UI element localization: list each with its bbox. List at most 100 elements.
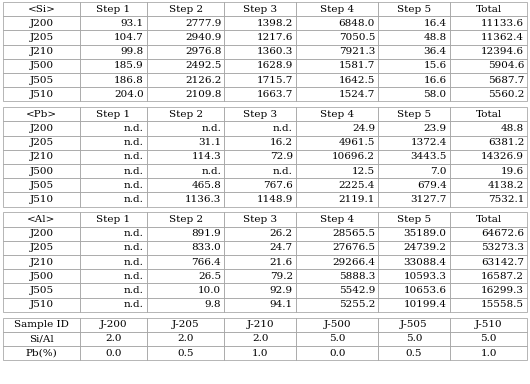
Bar [296,59,378,73]
Bar [147,346,225,360]
Text: n.d.: n.d. [201,124,222,133]
Text: Step 2: Step 2 [169,5,203,13]
Text: 64672.6: 64672.6 [481,229,524,238]
Bar [450,269,527,283]
Text: 99.8: 99.8 [121,47,144,56]
Bar [147,73,225,87]
Bar [450,241,527,255]
Bar [378,136,450,150]
Text: 31.1: 31.1 [198,138,222,147]
Text: 4961.5: 4961.5 [339,138,375,147]
Text: 10696.2: 10696.2 [332,152,375,161]
Text: n.d.: n.d. [273,124,293,133]
Text: n.d.: n.d. [124,258,144,266]
Text: 1642.5: 1642.5 [339,76,375,84]
Text: 2492.5: 2492.5 [185,61,222,70]
Bar [296,298,378,312]
Bar [378,87,450,101]
Bar [147,164,225,178]
Bar [147,269,225,283]
Bar [378,298,450,312]
Text: n.d.: n.d. [124,195,144,204]
Text: 26.2: 26.2 [270,229,293,238]
Text: 2109.8: 2109.8 [185,90,222,99]
Bar [147,298,225,312]
Text: 2.0: 2.0 [178,334,194,343]
Text: 48.8: 48.8 [501,124,524,133]
Bar [80,346,147,360]
Bar [225,136,296,150]
Text: 16299.3: 16299.3 [481,286,524,295]
Text: J205: J205 [29,138,54,147]
Text: J500: J500 [29,167,54,175]
Text: J-205: J-205 [172,320,199,329]
Bar [378,346,450,360]
Bar [225,346,296,360]
Text: 465.8: 465.8 [191,181,222,190]
Bar [3,2,80,16]
Text: J500: J500 [29,61,54,70]
Text: J210: J210 [29,152,54,161]
Text: n.d.: n.d. [124,300,144,309]
Text: n.d.: n.d. [124,272,144,281]
Text: J510: J510 [29,300,54,309]
Text: J200: J200 [29,124,54,133]
Text: 16.2: 16.2 [270,138,293,147]
Bar [296,283,378,298]
Bar [296,136,378,150]
Bar [147,241,225,255]
Bar [296,164,378,178]
Bar [147,332,225,346]
Bar [378,192,450,207]
Text: 0.5: 0.5 [178,349,194,358]
Bar [378,164,450,178]
Bar [225,332,296,346]
Bar [80,87,147,101]
Text: 3127.7: 3127.7 [410,195,447,204]
Bar [225,87,296,101]
Bar [296,107,378,121]
Text: <Pb>: <Pb> [26,110,57,119]
Text: 26.5: 26.5 [198,272,222,281]
Bar [450,59,527,73]
Bar [80,73,147,87]
Text: 5.0: 5.0 [406,334,422,343]
Text: 7.0: 7.0 [430,167,447,175]
Text: 186.8: 186.8 [114,76,144,84]
Text: 28565.5: 28565.5 [332,229,375,238]
Bar [450,346,527,360]
Bar [225,30,296,45]
Text: 5904.6: 5904.6 [488,61,524,70]
Text: 93.1: 93.1 [121,19,144,28]
Text: 3443.5: 3443.5 [410,152,447,161]
Bar [296,318,378,332]
Bar [225,318,296,332]
Bar [3,30,80,45]
Bar [80,150,147,164]
Bar [296,346,378,360]
Bar [3,164,80,178]
Bar [147,45,225,59]
Text: 19.6: 19.6 [501,167,524,175]
Text: Step 2: Step 2 [169,110,203,119]
Text: J205: J205 [29,33,54,42]
Text: 23.9: 23.9 [423,124,447,133]
Bar [3,107,80,121]
Text: 16.4: 16.4 [423,19,447,28]
Bar [450,318,527,332]
Bar [378,59,450,73]
Bar [296,45,378,59]
Text: 12.5: 12.5 [352,167,375,175]
Bar [378,2,450,16]
Text: 104.7: 104.7 [114,33,144,42]
Bar [80,318,147,332]
Bar [80,164,147,178]
Text: J510: J510 [29,195,54,204]
Bar [378,212,450,227]
Bar [80,255,147,269]
Bar [225,150,296,164]
Text: 5.0: 5.0 [329,334,346,343]
Text: 10.0: 10.0 [198,286,222,295]
Bar [296,150,378,164]
Text: 5255.2: 5255.2 [339,300,375,309]
